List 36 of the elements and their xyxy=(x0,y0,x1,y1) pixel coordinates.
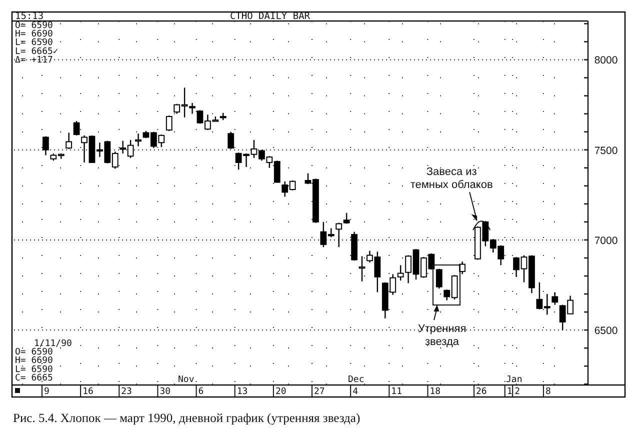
x-tick-label: 9 xyxy=(44,387,50,397)
candlestick xyxy=(166,115,172,132)
y-tick-label: 7000 xyxy=(594,234,618,247)
x-tick-label: 23 xyxy=(121,387,132,397)
x-tick-label: 1 xyxy=(506,387,512,397)
y-tick-label: 7500 xyxy=(594,144,618,157)
y-tick-label: 8000 xyxy=(594,54,618,67)
x-tick-label: 2 xyxy=(514,387,520,397)
annotation: Завеса из темных облаков xyxy=(410,166,493,192)
x-tick-label: 13 xyxy=(236,387,248,397)
candlestick xyxy=(397,264,404,282)
annotation: O= 6590 H= 6690 L= 6590 L= 6665✓ Δ= +117 xyxy=(15,21,58,66)
x-tick-label: 30 xyxy=(160,387,171,397)
candlestick xyxy=(135,133,142,147)
x-tick-label: 11 xyxy=(391,387,402,397)
annotation: Jan xyxy=(506,375,522,385)
x-tick-label: 18 xyxy=(430,387,441,397)
y-tick-label: 6500 xyxy=(594,325,618,338)
candlestick xyxy=(552,292,558,306)
candlestick xyxy=(228,131,234,150)
x-tick-label: 26 xyxy=(476,387,487,397)
annotation: Dec xyxy=(348,375,364,385)
x-tick-label: 20 xyxy=(275,387,286,397)
x-tick-label: 4 xyxy=(352,387,358,397)
x-tick-label: 8 xyxy=(545,387,551,397)
annotation: 1/11/90 O= 6590 H= 6690 L= 6590 C= 6665 xyxy=(15,339,72,384)
candlestick xyxy=(42,136,49,156)
text: Рис. 5.4. Хлопок — март 1990, дневной график (утренняя звезда) xyxy=(13,411,360,425)
candlestick xyxy=(358,256,366,282)
x-tick-label: 16 xyxy=(82,387,94,397)
x-tick-label: 27 xyxy=(314,387,325,397)
candlestick xyxy=(73,120,80,136)
annotation: Утренняя звезда xyxy=(418,323,466,348)
annotation: Nov xyxy=(178,375,194,385)
candlestick xyxy=(66,132,72,150)
x-tick-label: 6 xyxy=(198,387,204,397)
